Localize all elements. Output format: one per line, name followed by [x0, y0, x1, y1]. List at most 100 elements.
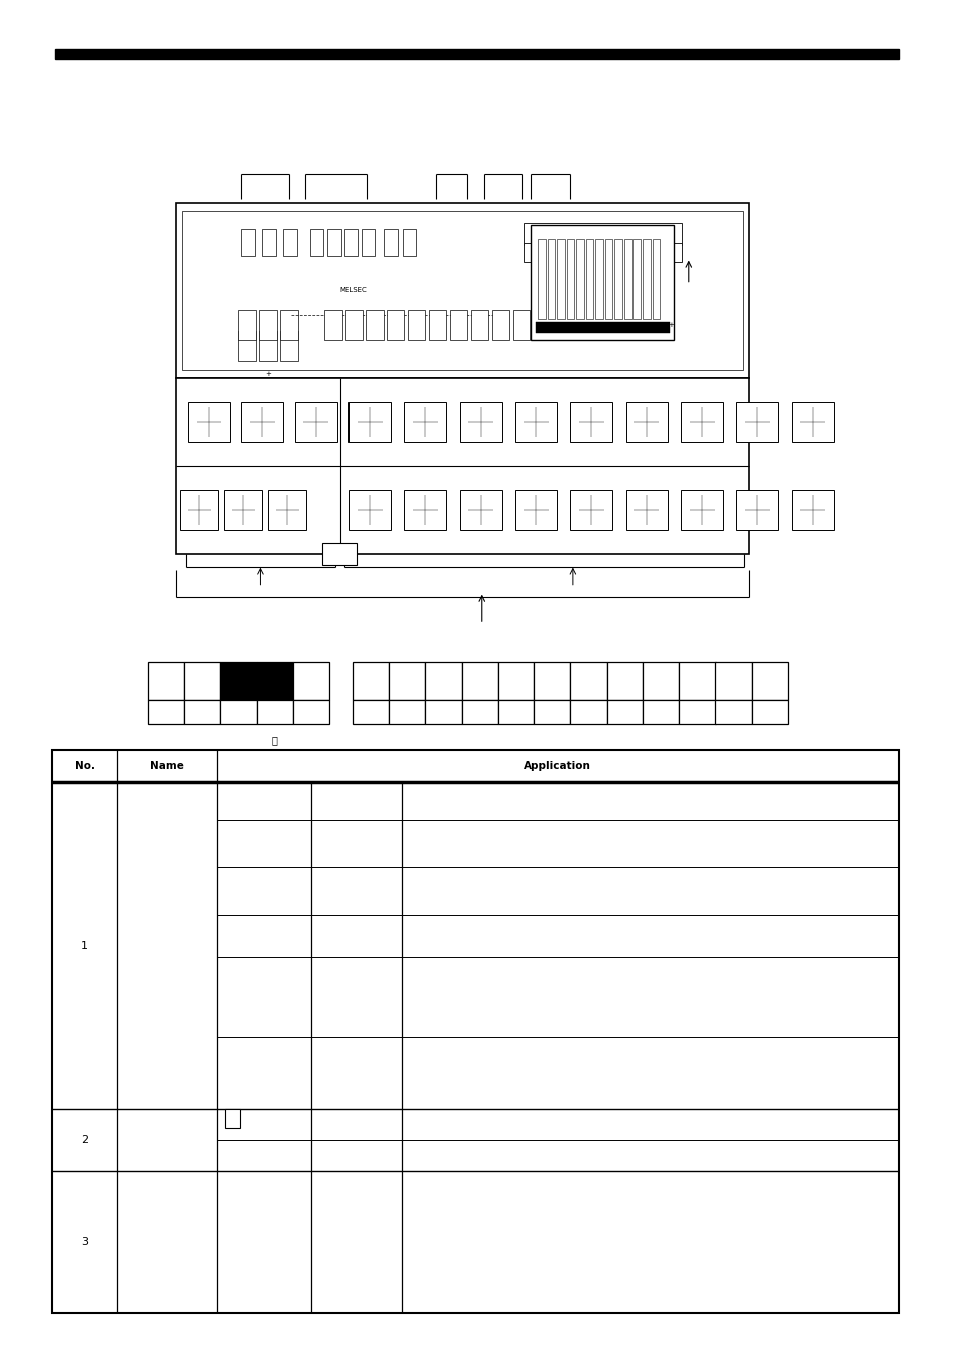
Circle shape [636, 408, 657, 438]
Circle shape [358, 408, 379, 438]
Bar [515, 403, 557, 443]
Bar [180, 490, 218, 531]
Bar [614, 239, 621, 319]
Bar [791, 490, 833, 531]
Bar [262, 230, 275, 257]
Bar [344, 230, 357, 257]
Bar [791, 403, 833, 443]
Circle shape [359, 408, 380, 438]
Circle shape [746, 408, 767, 438]
Bar [224, 490, 262, 531]
Circle shape [709, 273, 734, 308]
Bar [176, 203, 748, 378]
Bar [256, 700, 293, 724]
Bar [184, 700, 220, 724]
Bar [327, 230, 340, 257]
Circle shape [470, 408, 491, 438]
Bar [182, 211, 742, 370]
Bar [293, 662, 329, 700]
Bar [570, 490, 612, 531]
Bar [293, 700, 329, 724]
Bar [642, 700, 679, 724]
Bar [348, 403, 390, 443]
Circle shape [525, 496, 546, 526]
Circle shape [198, 408, 219, 438]
Bar [531, 226, 674, 339]
Bar [238, 309, 255, 339]
Circle shape [691, 408, 712, 438]
Circle shape [580, 496, 601, 526]
Bar [366, 309, 383, 339]
Bar [642, 239, 650, 319]
Bar [280, 331, 297, 361]
Bar [497, 700, 534, 724]
Bar [461, 662, 497, 700]
Text: MELSEC: MELSEC [338, 288, 367, 293]
Bar [425, 700, 461, 724]
Circle shape [305, 408, 326, 438]
Bar [310, 230, 323, 257]
Bar [387, 309, 404, 339]
Bar [751, 662, 787, 700]
Bar [353, 700, 389, 724]
Bar [241, 230, 254, 257]
Circle shape [277, 497, 296, 524]
Bar [513, 309, 530, 339]
Bar [471, 309, 488, 339]
Bar [280, 309, 297, 339]
Circle shape [233, 497, 253, 524]
Bar [751, 700, 787, 724]
Bar [547, 239, 555, 319]
Bar [492, 309, 509, 339]
Bar [570, 662, 606, 700]
Bar [652, 239, 659, 319]
Text: 3: 3 [81, 1238, 88, 1247]
Bar [425, 662, 461, 700]
Bar [642, 662, 679, 700]
Bar [404, 403, 446, 443]
Bar [557, 239, 564, 319]
Bar [537, 239, 545, 319]
Circle shape [415, 408, 436, 438]
Circle shape [700, 261, 742, 320]
Text: +: + [668, 322, 674, 328]
Bar [736, 403, 778, 443]
Bar [55, 49, 898, 59]
Circle shape [470, 496, 491, 526]
Text: Name: Name [150, 761, 183, 771]
Text: +: + [265, 372, 271, 377]
Bar [220, 662, 256, 700]
Circle shape [415, 496, 436, 526]
Bar [353, 662, 389, 700]
Bar [324, 309, 341, 339]
Bar [349, 490, 391, 531]
Bar [294, 403, 336, 443]
Bar [576, 239, 583, 319]
Circle shape [691, 496, 712, 526]
Bar [606, 700, 642, 724]
Bar [570, 700, 606, 724]
Circle shape [190, 497, 209, 524]
Bar [176, 378, 748, 554]
Bar [389, 700, 425, 724]
Circle shape [191, 273, 215, 308]
Bar [450, 309, 467, 339]
Bar [148, 662, 184, 700]
Bar [604, 239, 612, 319]
Bar [523, 223, 681, 245]
Bar [715, 700, 751, 724]
Bar [585, 239, 593, 319]
Circle shape [182, 261, 224, 320]
Bar [429, 309, 446, 339]
Bar [459, 403, 501, 443]
Bar [595, 239, 602, 319]
Bar [384, 230, 397, 257]
Text: 1: 1 [81, 940, 88, 951]
Bar [389, 662, 425, 700]
Bar [408, 309, 425, 339]
Text: No.: No. [74, 761, 94, 771]
Bar [625, 490, 667, 531]
Circle shape [580, 408, 601, 438]
Bar [283, 230, 296, 257]
Bar [534, 662, 570, 700]
